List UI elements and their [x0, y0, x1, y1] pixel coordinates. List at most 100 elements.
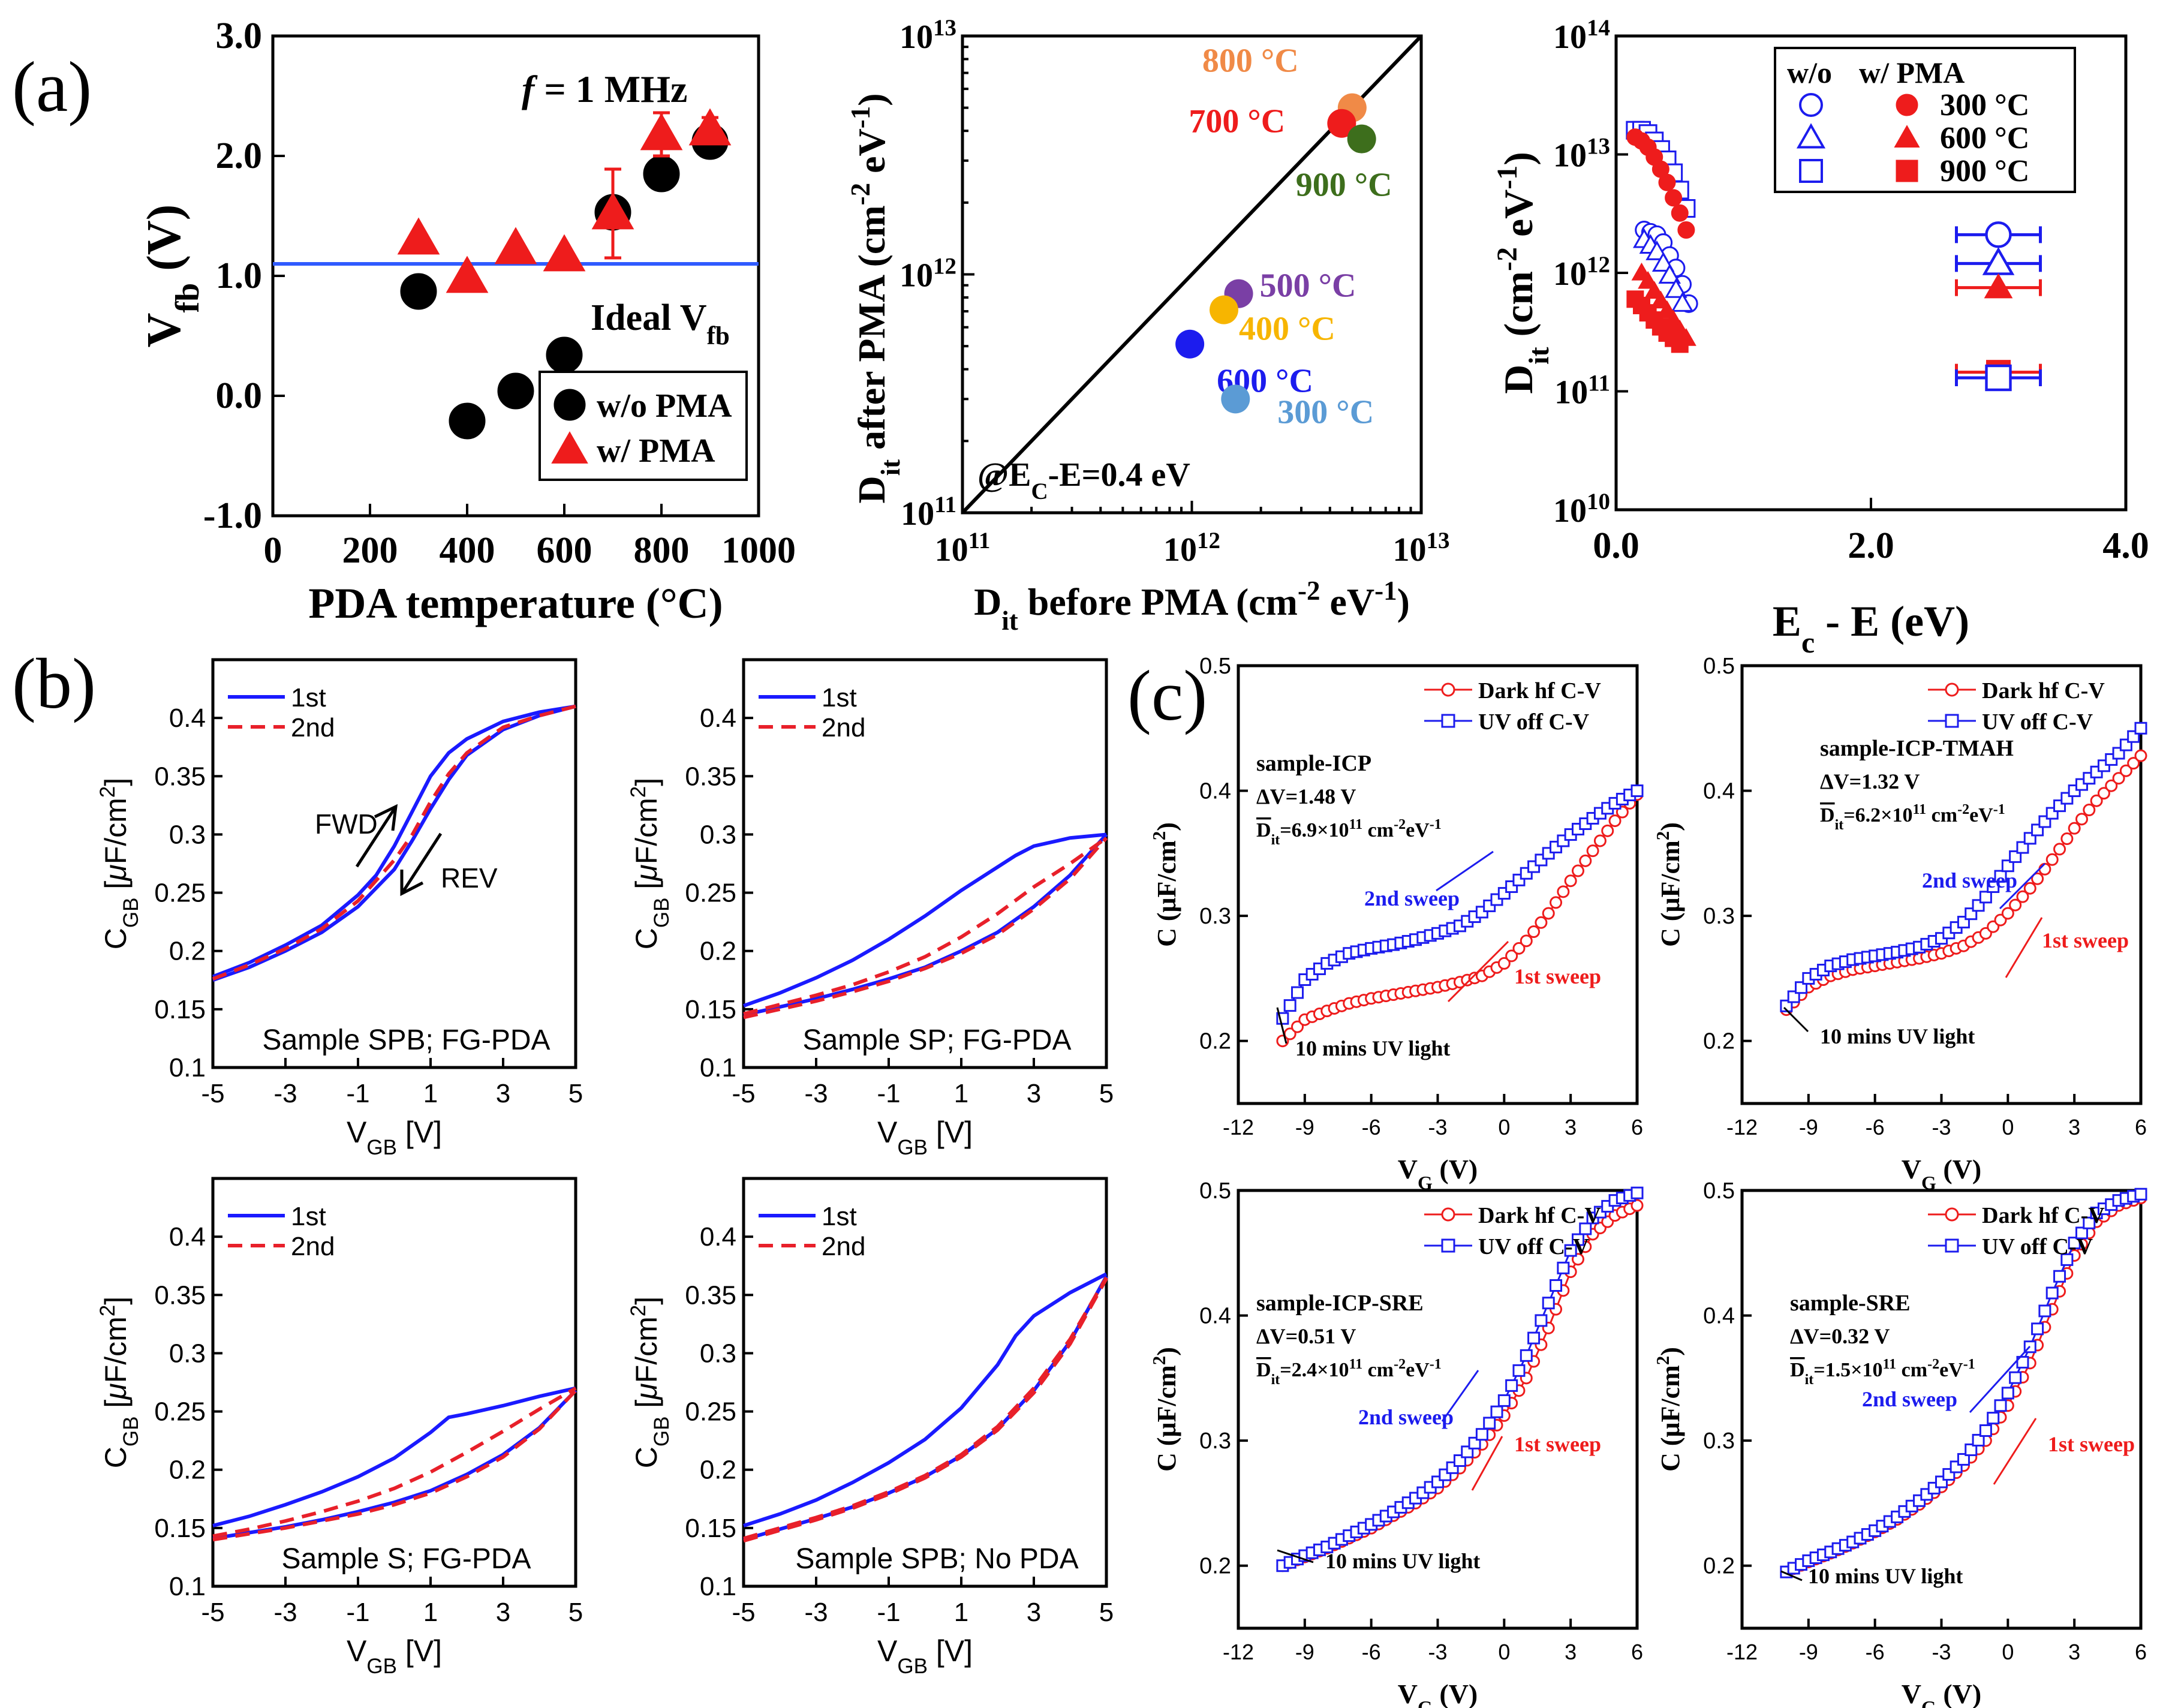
- x-tick-label: 6: [2135, 1115, 2147, 1139]
- data-point: [1535, 916, 1548, 929]
- condition-note-part: C: [1031, 479, 1048, 504]
- x-tick-label-part: -5: [201, 1598, 224, 1627]
- uv-note-part: 10 mins UV light: [1808, 1564, 1963, 1588]
- data-point: [2038, 1304, 2051, 1318]
- data-point: [1630, 784, 1644, 798]
- x-tick-label-part: -1: [877, 1079, 900, 1108]
- y-axis-title-part: 2: [96, 786, 119, 798]
- y-tick-label-part: 12: [1587, 252, 1610, 278]
- x-tick-label-part: 3: [2068, 1640, 2080, 1664]
- x-tick-label-part: 3: [496, 1598, 510, 1627]
- data-point: [1512, 1364, 1526, 1377]
- dit-value-part: 11: [1882, 1357, 1896, 1372]
- curve-2nd: [212, 704, 576, 981]
- y-axis-title-part: after PMA (cm: [850, 205, 893, 459]
- data-point: [400, 273, 437, 310]
- sweep-1-label: 1st sweep: [1514, 964, 1601, 988]
- x-axis-title-part: V: [1398, 1154, 1418, 1184]
- x-tick-label-part: 3: [1027, 1079, 1041, 1108]
- frequency-annotation: f = 1 MHz: [522, 68, 687, 110]
- y-tick-label-part: 0.5: [1703, 1178, 1735, 1204]
- sample-name-part: sample-SRE: [1790, 1291, 1911, 1316]
- legend-header: w/ PMA: [1859, 56, 1965, 89]
- legend-marker: [1796, 123, 1826, 149]
- y-tick-label-part: 14: [1587, 15, 1610, 41]
- data-point: [1593, 834, 1607, 847]
- y-tick-label-part: 0.15: [685, 995, 736, 1024]
- legend-label: 2nd: [291, 1232, 335, 1261]
- y-tick-label: 0.15: [685, 1514, 736, 1543]
- x-tick-label: -12: [1726, 1640, 1758, 1664]
- point-label-part: 400 °C: [1239, 311, 1335, 348]
- y-tick-label-part: 3.0: [216, 16, 263, 56]
- x-tick-label: 1013: [1393, 528, 1450, 569]
- x-tick-label-part: -5: [732, 1079, 755, 1108]
- sample-label-part: Sample SP; FG-PDA: [802, 1024, 1071, 1056]
- legend-label: 300 °C: [1940, 88, 2029, 122]
- x-tick-label-part: 6: [2135, 1115, 2147, 1139]
- x-axis-title-part: ): [1397, 581, 1410, 623]
- x-tick-label: 3: [496, 1598, 510, 1627]
- data-point: [1601, 824, 1614, 837]
- average-point: [1985, 364, 2012, 392]
- data-point: [1550, 896, 1563, 909]
- y-tick-label: 0.25: [154, 1397, 206, 1427]
- x-tick-label-part: -5: [732, 1598, 755, 1627]
- y-axis-title-part: μ: [99, 1383, 133, 1400]
- data-point: [1527, 1331, 1541, 1345]
- data-point: [2001, 1387, 2014, 1400]
- y-tick-label-part: 0.35: [154, 762, 206, 791]
- legend-label: 900 °C: [1940, 154, 2029, 188]
- uv-note-part: 10 mins UV light: [1820, 1024, 1975, 1048]
- legend-label: UV off C-V: [1478, 709, 1590, 735]
- y-axis-title: CGB [μF/cm2]: [627, 1297, 673, 1468]
- x-tick-label: 1: [423, 1598, 438, 1627]
- y-tick-label-part: 0.35: [685, 762, 736, 791]
- y-tick-label-part: 0.5: [1199, 654, 1231, 679]
- y-tick-label-part: -1.0: [203, 495, 262, 536]
- y-tick-label-part: 0.3: [1703, 1429, 1735, 1454]
- fwd-label: FWD: [315, 808, 378, 840]
- sweep-1-label-part: 1st sweep: [2042, 928, 2129, 952]
- x-tick-label-part: 3: [1565, 1640, 1577, 1664]
- y-tick-label-part: 0.3: [700, 1339, 736, 1368]
- y-axis-title-part: 2: [627, 1305, 650, 1316]
- data-point: [2053, 1270, 2066, 1283]
- sample-name-part: sample-ICP-TMAH: [1820, 736, 2014, 761]
- x-tick-label: 5: [568, 1598, 583, 1627]
- y-axis-title-part: μ: [630, 864, 663, 882]
- x-tick-label: 1: [423, 1079, 438, 1108]
- y-axis-title-part: it: [876, 459, 905, 476]
- x-axis-title-part: V: [877, 1634, 898, 1668]
- data-point: [2083, 1216, 2096, 1229]
- y-axis-title-part: eV: [1496, 190, 1541, 247]
- x-axis-title-part: D: [974, 581, 1001, 623]
- data-point: [2016, 841, 2029, 854]
- dit-value-part: =6.9×10: [1280, 819, 1349, 841]
- y-tick-label: 1013: [900, 15, 956, 56]
- sweep-2-label: 2nd sweep: [1862, 1387, 1957, 1411]
- x-axis-title: VGB [V]: [877, 1634, 973, 1678]
- plot-frame: [211, 1177, 577, 1588]
- x-tick-label-part: 1: [423, 1598, 438, 1627]
- y-tick-label: 0.4: [1703, 1304, 1735, 1329]
- data-point: [2038, 862, 2051, 876]
- legend-label: Dark hf C-V: [1478, 1203, 1601, 1228]
- y-tick-label: 0.4: [1199, 1304, 1231, 1329]
- y-tick-label-part: 0.1: [700, 1572, 736, 1601]
- x-tick-label: -6: [1362, 1640, 1381, 1664]
- legend-label: 600 °C: [1940, 121, 2029, 155]
- y-tick-label-part: 0.4: [1199, 1304, 1231, 1329]
- dit-value-part: =1.5×10: [1813, 1359, 1882, 1381]
- legend-label-part: Dark hf C-V: [1478, 1203, 1601, 1228]
- y-axis-title-part: -1: [1491, 166, 1523, 190]
- delta-v-part: ΔV=0.51 V: [1256, 1324, 1356, 1348]
- sweep-1-label: 1st sweep: [2048, 1432, 2135, 1456]
- x-tick-label: 1: [954, 1079, 968, 1108]
- y-axis-title-part: C (μF/cm: [1152, 1365, 1181, 1472]
- sweep-1-arrow: [1447, 940, 1509, 1003]
- data-point: [2001, 907, 2014, 920]
- delta-v: ΔV=1.48 V: [1256, 784, 1356, 808]
